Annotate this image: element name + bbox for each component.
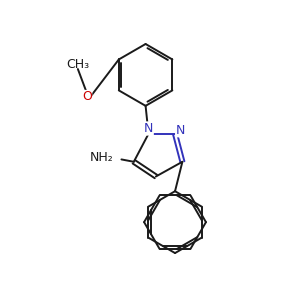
Text: NH₂: NH₂ <box>89 151 113 164</box>
Text: O: O <box>82 91 92 103</box>
Text: N: N <box>176 124 185 137</box>
Text: CH₃: CH₃ <box>66 58 89 71</box>
Text: N: N <box>144 122 153 135</box>
